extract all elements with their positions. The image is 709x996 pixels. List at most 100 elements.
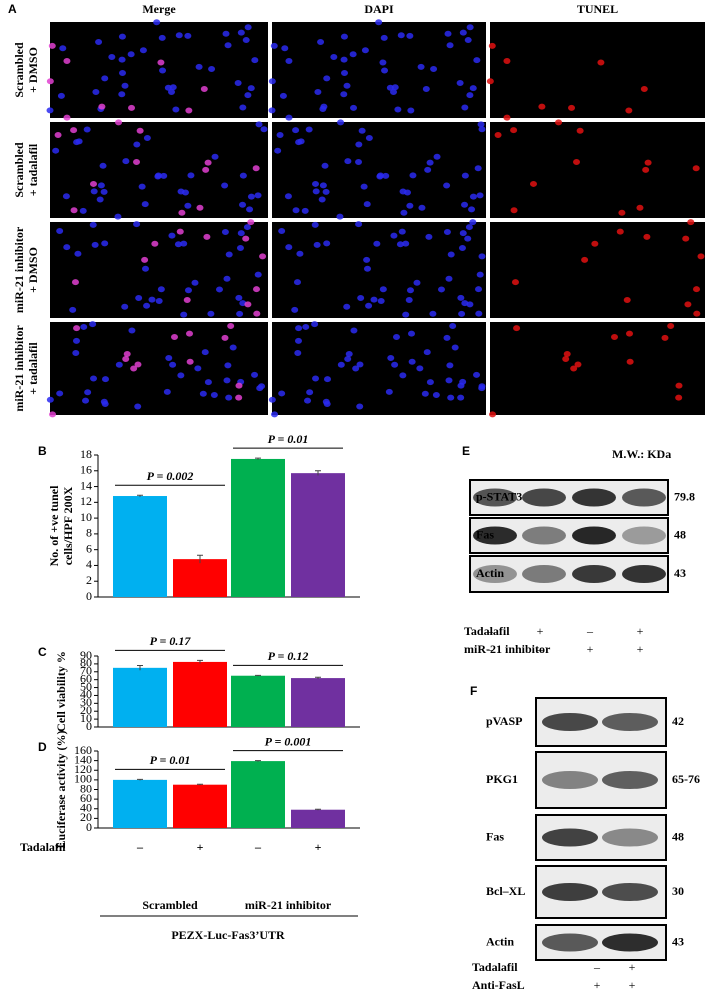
band — [542, 933, 598, 952]
cell — [247, 85, 255, 92]
cell — [222, 30, 230, 37]
p-value: P = 0.01 — [268, 432, 309, 446]
treatment-sign: + — [637, 642, 644, 656]
y-tick-label: 40 — [80, 687, 92, 701]
cell — [97, 182, 105, 189]
row-label: + tadalafil — [26, 342, 40, 395]
band — [602, 713, 658, 731]
cell — [399, 372, 407, 379]
cell — [301, 207, 309, 214]
cell — [446, 362, 454, 369]
cell — [268, 78, 276, 85]
cell — [90, 188, 98, 195]
cell — [457, 394, 465, 401]
cell — [204, 379, 212, 386]
blot-label: Actin — [476, 566, 504, 580]
cell — [478, 253, 486, 260]
cell — [133, 141, 141, 148]
cell — [118, 33, 126, 40]
mw-label: 48 — [674, 527, 686, 541]
bar — [291, 473, 345, 597]
cell — [697, 253, 705, 260]
y-tick-label: 30 — [80, 695, 92, 709]
error-bar — [255, 674, 261, 677]
y-tick-label: 14 — [80, 478, 92, 492]
cell — [134, 361, 142, 368]
treatment-sign: – — [486, 642, 494, 656]
cell — [82, 397, 90, 404]
band — [473, 565, 517, 583]
cell — [96, 196, 104, 203]
p-value: P = 0.001 — [265, 734, 312, 748]
cell — [456, 79, 464, 86]
cell — [475, 310, 483, 317]
cell — [207, 310, 215, 317]
cell — [363, 256, 371, 263]
row-label: + tadalafil — [26, 143, 40, 196]
cell — [210, 391, 218, 398]
cell — [244, 24, 252, 31]
cell — [136, 127, 144, 134]
cell — [251, 57, 259, 64]
cell — [458, 244, 466, 251]
cell — [510, 127, 518, 134]
cell — [237, 230, 245, 237]
cell — [99, 162, 107, 169]
cell — [52, 147, 60, 154]
cell — [355, 141, 363, 148]
y-axis-label: No. of +ve tunel — [47, 485, 61, 566]
cell — [469, 85, 477, 92]
micrograph — [490, 222, 705, 318]
band — [522, 565, 566, 583]
cell — [196, 204, 204, 211]
y-tick-label: 120 — [74, 762, 92, 776]
error-bar — [137, 664, 143, 671]
cell — [114, 213, 122, 220]
cell — [323, 400, 331, 407]
cell — [640, 86, 648, 93]
error-bar — [137, 778, 143, 781]
cell — [425, 233, 433, 240]
micrograph — [272, 122, 486, 218]
cell — [235, 294, 243, 301]
band — [473, 526, 517, 545]
cell — [194, 365, 202, 372]
cell — [693, 286, 701, 293]
cell — [259, 253, 267, 260]
y-tick-label: 10 — [80, 711, 92, 725]
cell — [121, 82, 129, 89]
cell — [71, 279, 79, 286]
cell — [268, 396, 276, 403]
cell — [72, 350, 80, 357]
cell — [242, 37, 250, 44]
cell — [464, 37, 472, 44]
cell — [243, 224, 251, 231]
cell — [468, 206, 476, 213]
cell — [158, 34, 166, 41]
cell — [473, 371, 481, 378]
cell — [426, 159, 434, 166]
x-tick-label: – — [136, 840, 144, 854]
panel-label: B — [38, 444, 47, 458]
cell — [488, 42, 496, 49]
cell — [143, 302, 151, 309]
error-bar — [255, 457, 261, 460]
cell — [563, 351, 571, 358]
cell — [175, 32, 183, 39]
cell — [128, 327, 136, 334]
cell — [379, 286, 387, 293]
cell — [399, 188, 407, 195]
cell — [391, 84, 399, 91]
cell — [363, 265, 371, 272]
y-tick-label: 12 — [80, 494, 92, 508]
y-tick-label: 0 — [86, 719, 92, 733]
cell — [538, 103, 546, 110]
bar — [231, 675, 285, 727]
cell — [345, 351, 353, 358]
cell — [223, 377, 231, 384]
error-bar — [315, 470, 321, 476]
cell — [160, 172, 168, 179]
cell — [576, 127, 584, 134]
micrograph — [50, 22, 268, 118]
blot-label: PKG1 — [486, 772, 518, 786]
